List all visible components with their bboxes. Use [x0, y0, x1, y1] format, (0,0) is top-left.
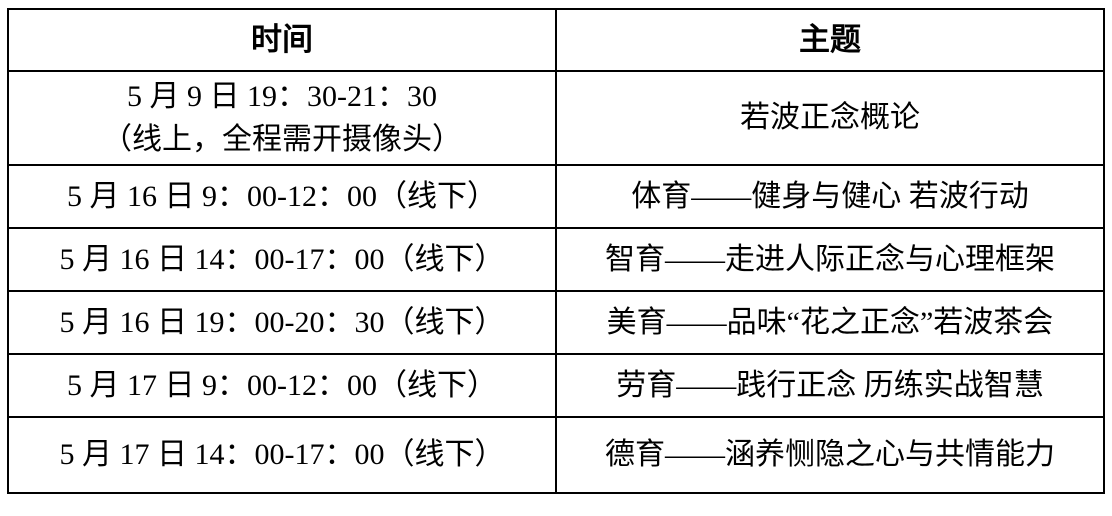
topic-column-header: 主题 [555, 8, 1105, 72]
table-row: 5 月 17 日 9：00-12：00（线下） 劳育——践行正念 历练实战智慧 [7, 353, 1105, 418]
topic-cell: 德育——涵养恻隐之心与共情能力 [555, 416, 1105, 494]
table-row: 5 月 9 日 19：30-21：30 （线上，全程需开摄像头） 若波正念概论 [7, 70, 1105, 166]
table-row: 5 月 16 日 14：00-17：00（线下） 智育——走进人际正念与心理框架 [7, 227, 1105, 292]
time-cell: 5 月 17 日 9：00-12：00（线下） [7, 353, 557, 418]
course-schedule-table: 时间 主题 5 月 9 日 19：30-21：30 （线上，全程需开摄像头） 若… [7, 8, 1105, 494]
time-note-text: （线上，全程需开摄像头） [102, 123, 462, 156]
topic-cell: 智育——走进人际正念与心理框架 [555, 227, 1105, 292]
time-cell: 5 月 16 日 19：00-20：30（线下） [7, 290, 557, 355]
table-row: 5 月 16 日 19：00-20：30（线下） 美育——品味“花之正念”若波茶… [7, 290, 1105, 355]
time-column-header: 时间 [7, 8, 557, 72]
topic-cell: 体育——健身与健心 若波行动 [555, 164, 1105, 229]
time-cell: 5 月 16 日 14：00-17：00（线下） [7, 227, 557, 292]
time-text: 5 月 9 日 19：30-21：30 [127, 79, 437, 113]
table-row: 5 月 17 日 14：00-17：00（线下） 德育——涵养恻隐之心与共情能力 [7, 416, 1105, 494]
table-row: 5 月 16 日 9：00-12：00（线下） 体育——健身与健心 若波行动 [7, 164, 1105, 229]
topic-cell: 若波正念概论 [555, 70, 1105, 166]
topic-cell: 美育——品味“花之正念”若波茶会 [555, 290, 1105, 355]
table-header-row: 时间 主题 [7, 8, 1105, 72]
time-cell: 5 月 16 日 9：00-12：00（线下） [7, 164, 557, 229]
topic-cell: 劳育——践行正念 历练实战智慧 [555, 353, 1105, 418]
time-cell: 5 月 17 日 14：00-17：00（线下） [7, 416, 557, 494]
time-cell: 5 月 9 日 19：30-21：30 （线上，全程需开摄像头） [7, 70, 557, 166]
